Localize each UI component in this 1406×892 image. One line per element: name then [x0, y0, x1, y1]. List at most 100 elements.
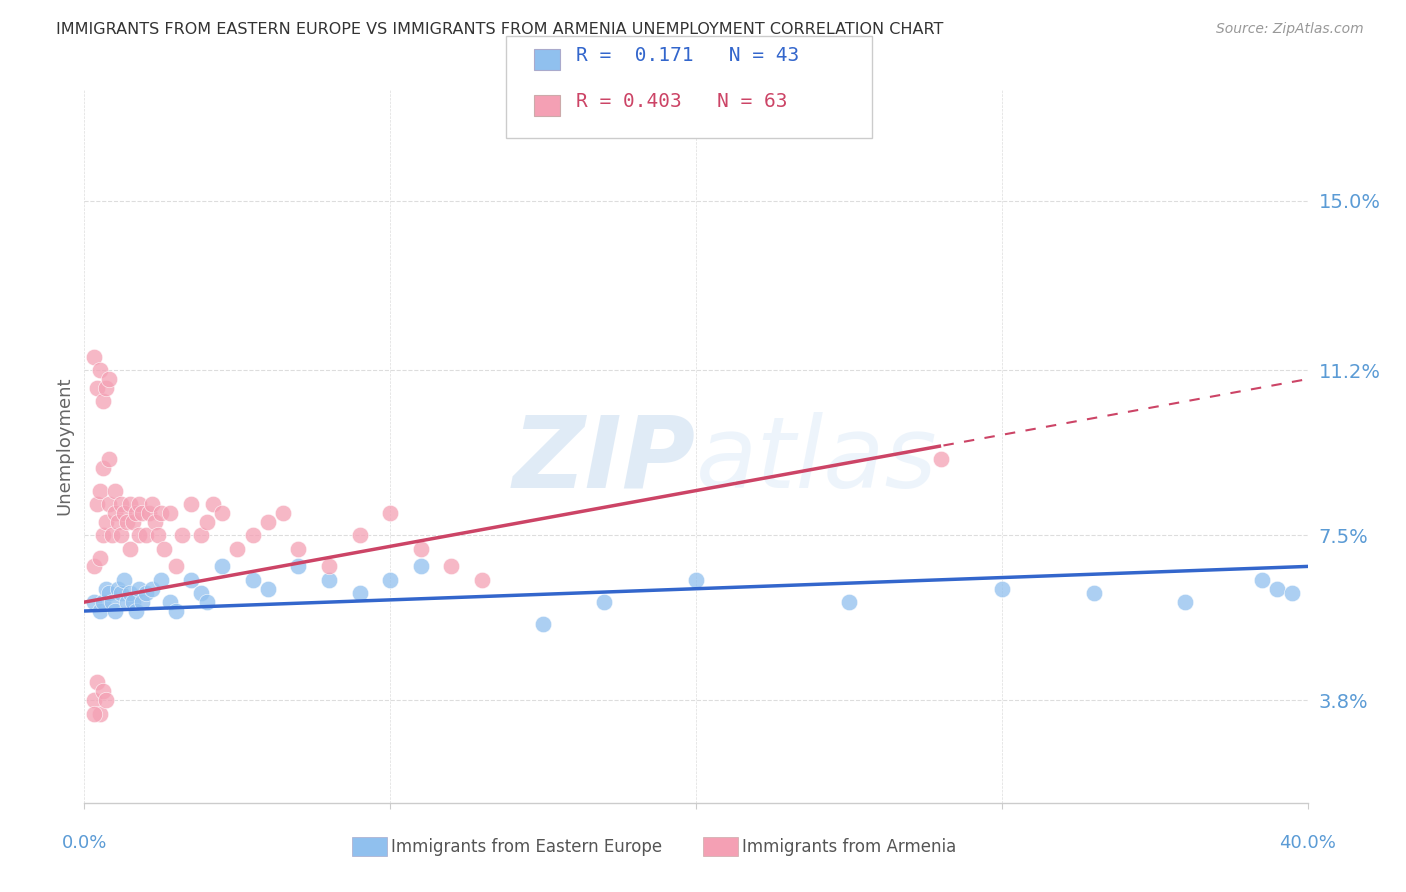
Point [211, 559, 233, 574]
Point [86, 675, 108, 690]
Point [91, 394, 114, 409]
Point [91, 528, 114, 542]
Point [83, 706, 105, 721]
Point [120, 497, 142, 511]
Point [195, 515, 218, 529]
Point [1265, 582, 1288, 596]
Point [257, 515, 280, 529]
Point [94, 381, 117, 395]
Point [110, 586, 132, 600]
Point [83, 693, 105, 707]
Point [190, 528, 212, 542]
Point [211, 506, 233, 520]
Point [122, 595, 145, 609]
Point [91, 461, 114, 475]
Point [146, 528, 169, 542]
Point [138, 506, 160, 520]
Point [531, 617, 554, 632]
Point [101, 528, 124, 542]
Point [257, 582, 280, 596]
Point [838, 595, 860, 609]
Point [89, 363, 111, 377]
Point [149, 506, 172, 520]
Point [89, 483, 111, 498]
Point [97, 372, 120, 386]
Point [991, 582, 1014, 596]
Point [349, 586, 371, 600]
Point [97, 586, 120, 600]
Y-axis label: Unemployment: Unemployment [55, 376, 73, 516]
Point [141, 497, 163, 511]
Point [94, 582, 117, 596]
Text: R =  0.171   N = 43: R = 0.171 N = 43 [576, 45, 800, 65]
Point [929, 452, 952, 467]
Point [1250, 573, 1272, 587]
Point [125, 506, 148, 520]
Point [685, 573, 707, 587]
Point [131, 595, 153, 609]
Point [180, 573, 202, 587]
Point [271, 506, 294, 520]
Point [115, 595, 138, 609]
Text: R = 0.403   N = 63: R = 0.403 N = 63 [576, 92, 787, 112]
Point [149, 573, 172, 587]
Point [242, 528, 264, 542]
Point [380, 506, 402, 520]
Point [180, 497, 202, 511]
Point [287, 541, 309, 556]
Point [440, 559, 463, 574]
Point [104, 506, 127, 520]
Text: ZIP: ZIP [513, 412, 696, 508]
Point [287, 559, 309, 574]
Text: Source: ZipAtlas.com: Source: ZipAtlas.com [1216, 22, 1364, 37]
Point [159, 595, 181, 609]
Point [141, 582, 163, 596]
Point [318, 573, 340, 587]
Point [107, 515, 129, 529]
Point [226, 541, 249, 556]
Point [112, 506, 135, 520]
Point [128, 528, 150, 542]
Point [104, 604, 127, 618]
Point [120, 541, 142, 556]
Point [318, 559, 340, 574]
Point [91, 684, 114, 698]
Point [195, 595, 218, 609]
Point [380, 573, 402, 587]
Point [107, 582, 129, 596]
Point [143, 515, 166, 529]
Point [165, 559, 187, 574]
Point [83, 350, 105, 364]
Point [91, 595, 114, 609]
Point [89, 604, 111, 618]
Point [86, 381, 108, 395]
Point [1281, 586, 1303, 600]
Point [135, 528, 157, 542]
Text: atlas: atlas [696, 412, 938, 508]
Point [83, 559, 105, 574]
Point [97, 497, 120, 511]
Point [159, 506, 181, 520]
Point [153, 541, 176, 556]
Point [110, 528, 132, 542]
Text: Immigrants from Eastern Europe: Immigrants from Eastern Europe [391, 838, 662, 855]
Point [128, 582, 150, 596]
Point [1083, 586, 1105, 600]
Point [89, 706, 111, 721]
Point [110, 497, 132, 511]
Text: IMMIGRANTS FROM EASTERN EUROPE VS IMMIGRANTS FROM ARMENIA UNEMPLOYMENT CORRELATI: IMMIGRANTS FROM EASTERN EUROPE VS IMMIGR… [56, 22, 943, 37]
Point [83, 595, 105, 609]
Point [242, 573, 264, 587]
Point [172, 528, 194, 542]
Point [131, 506, 153, 520]
Point [125, 604, 148, 618]
Point [165, 604, 187, 618]
Point [115, 515, 138, 529]
Point [86, 497, 108, 511]
Point [94, 693, 117, 707]
Point [201, 497, 224, 511]
Text: 0.0%: 0.0% [62, 834, 107, 852]
Point [101, 595, 124, 609]
Text: Immigrants from Armenia: Immigrants from Armenia [742, 838, 956, 855]
Point [97, 452, 120, 467]
